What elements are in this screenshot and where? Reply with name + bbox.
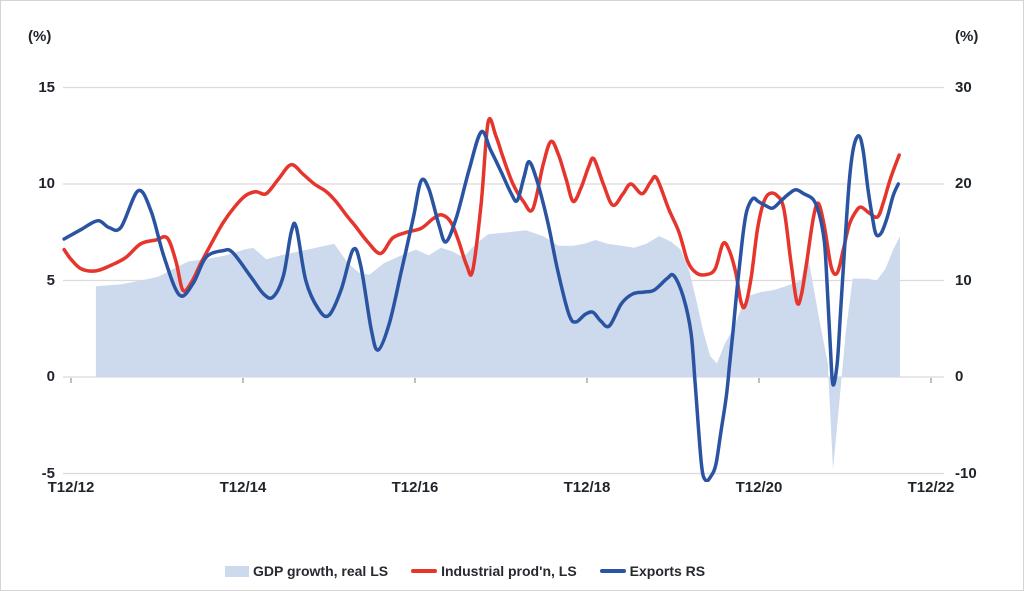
x-axis-label-T12-16: T12/16 xyxy=(391,479,439,496)
x-axis-label-T12-18: T12/18 xyxy=(563,479,611,496)
legend-item-industrial: Industrial prod'n, LS xyxy=(411,563,577,579)
right-axis-tick-label--10: -10 xyxy=(955,465,977,482)
right-axis-tick-label-10: 10 xyxy=(955,272,972,289)
x-axis-label-T12-12: T12/12 xyxy=(47,479,95,496)
x-axis-label-T12-22: T12/22 xyxy=(907,479,955,496)
industrial-line-swatch-icon xyxy=(411,569,438,573)
right-axis-unit-label: (%) xyxy=(955,28,979,45)
left-axis-unit-label: (%) xyxy=(28,28,52,45)
legend: GDP growth, real LS Industrial prod'n, L… xyxy=(225,563,705,579)
legend-item-gdp: GDP growth, real LS xyxy=(225,563,388,579)
left-axis-tick-label-5: 5 xyxy=(46,272,55,289)
x-axis-label-T12-20: T12/20 xyxy=(735,479,783,496)
right-axis-tick-label-30: 30 xyxy=(955,79,972,96)
series-area-gdp-growth-real-ls xyxy=(95,230,900,470)
left-axis-tick-label-15: 15 xyxy=(38,79,55,96)
series-group xyxy=(62,116,901,482)
right-axis-tick-label-0: 0 xyxy=(955,368,964,385)
series-line-industrial-prod-n-ls xyxy=(62,116,901,310)
left-axis-tick-label-10: 10 xyxy=(38,175,55,192)
left-axis-tick-label--5: -5 xyxy=(41,465,55,482)
series-line-exports-rs xyxy=(62,129,901,482)
gdp-area-swatch-icon xyxy=(225,565,249,577)
legend-item-exports: Exports RS xyxy=(599,563,706,579)
x-axis-label-T12-14: T12/14 xyxy=(219,479,267,496)
exports-line-swatch-icon xyxy=(599,569,626,573)
legend-label-gdp: GDP growth, real LS xyxy=(253,563,389,579)
legend-label-industrial: Industrial prod'n, LS xyxy=(441,563,577,579)
left-axis-tick-label-0: 0 xyxy=(46,368,55,385)
right-axis-tick-label-20: 20 xyxy=(955,175,972,192)
legend-label-exports: Exports RS xyxy=(629,563,706,579)
